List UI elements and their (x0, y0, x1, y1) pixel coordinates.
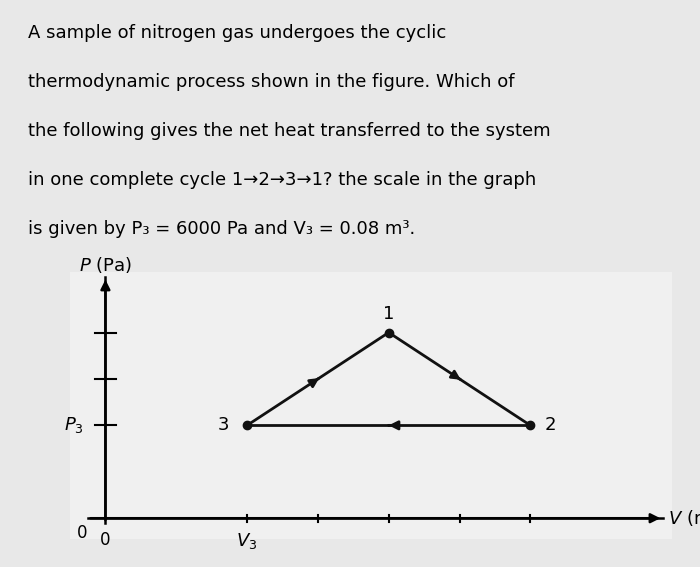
Text: thermodynamic process shown in the figure. Which of: thermodynamic process shown in the figur… (28, 73, 514, 91)
Text: $P$ (Pa): $P$ (Pa) (79, 255, 132, 275)
Text: 0: 0 (77, 524, 88, 542)
Text: the following gives the net heat transferred to the system: the following gives the net heat transfe… (28, 122, 551, 139)
Text: is given by P₃ = 6000 Pa and V₃ = 0.08 m³.: is given by P₃ = 6000 Pa and V₃ = 0.08 m… (28, 219, 415, 238)
Text: 2: 2 (545, 416, 556, 434)
Text: 1: 1 (383, 305, 394, 323)
Text: $V_3$: $V_3$ (237, 531, 258, 551)
Text: in one complete cycle 1→2→3→1? the scale in the graph: in one complete cycle 1→2→3→1? the scale… (28, 171, 536, 189)
Text: 0: 0 (100, 531, 111, 549)
Text: A sample of nitrogen gas undergoes the cyclic: A sample of nitrogen gas undergoes the c… (28, 24, 447, 41)
Text: 3: 3 (218, 416, 230, 434)
Text: $V$ (m$^3$): $V$ (m$^3$) (668, 507, 700, 529)
Text: $P_3$: $P_3$ (64, 416, 84, 435)
